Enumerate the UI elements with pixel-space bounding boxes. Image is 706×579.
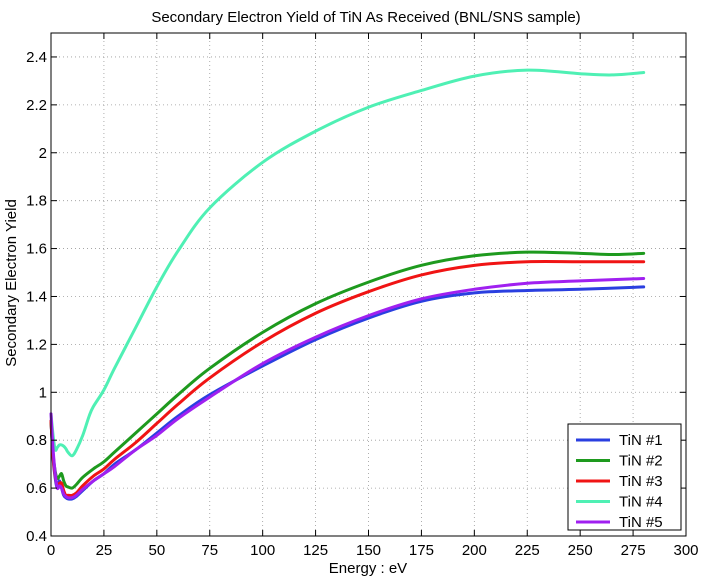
legend-box (567, 423, 682, 531)
x-tick-label: 300 (673, 542, 698, 559)
y-tick-label: 1.4 (26, 288, 47, 305)
x-tick-label: 0 (47, 542, 55, 559)
series-line-tin-4 (49, 68, 646, 458)
y-tick-label: 1.8 (26, 193, 47, 210)
y-tick-label: 2 (39, 145, 47, 162)
x-tick-label: 75 (201, 542, 218, 559)
y-tick-labels: 0.4 0.6 0.8 1 1.2 1.4 1.6 1.8 2 2.2 2.4 (26, 49, 47, 545)
x-tick-label: 150 (356, 542, 381, 559)
legend-label: TiN #5 (619, 514, 663, 531)
y-tick-label: 1 (39, 384, 47, 401)
x-axis-title: Energy : eV (329, 560, 407, 577)
y-tick-label: 0.4 (26, 528, 47, 545)
series-line-tin-5 (49, 277, 646, 500)
x-tick-label: 125 (303, 542, 328, 559)
y-tick-label: 2.2 (26, 97, 47, 114)
y-tick-label: 0.6 (26, 480, 47, 497)
chart-title: Secondary Electron Yield of TiN As Recei… (151, 9, 580, 26)
x-tick-label: 100 (250, 542, 275, 559)
x-tick-label: 275 (621, 542, 646, 559)
x-tick-labels: 0 25 50 75 100 125 150 175 200 225 250 275 300 (47, 542, 699, 559)
y-tick-label: 1.6 (26, 241, 47, 258)
y-axis-title: Secondary Electron Yield (3, 199, 20, 367)
y-tick-label: 2.4 (26, 49, 47, 66)
legend: TiN #1 TiN #2 TiN #3 TiN #4 TiN #5 (567, 423, 682, 531)
x-tick-label: 250 (568, 542, 593, 559)
x-tick-label: 200 (462, 542, 487, 559)
axis-ticks (50, 33, 687, 537)
x-tick-label: 225 (515, 542, 540, 559)
series-line-tin-3 (49, 259, 646, 498)
x-tick-label: 175 (409, 542, 434, 559)
series-line-tin-2 (49, 250, 646, 490)
legend-label: TiN #1 (619, 432, 663, 449)
x-tick-label: 25 (96, 542, 113, 559)
y-tick-label: 0.8 (26, 432, 47, 449)
legend-label: TiN #2 (619, 453, 663, 470)
legend-label: TiN #4 (619, 494, 663, 511)
x-tick-label: 50 (148, 542, 165, 559)
legend-label: TiN #3 (619, 473, 663, 490)
y-tick-label: 1.2 (26, 336, 47, 353)
series-lines (49, 68, 646, 501)
